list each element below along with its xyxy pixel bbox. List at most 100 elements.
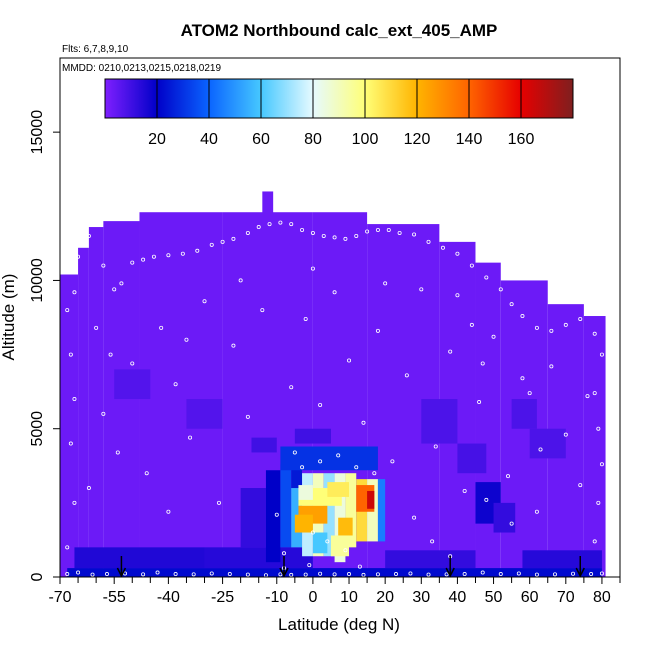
ground-arrows: [116, 556, 585, 578]
sample-point: [144, 471, 149, 476]
heatmap-cell: [327, 482, 350, 497]
heatmap-cell: [493, 502, 516, 533]
x-tick-label: 10: [340, 589, 358, 606]
x-tick-label: 0: [308, 589, 317, 606]
sample-point: [115, 450, 120, 455]
sample-point: [477, 400, 482, 405]
sample-point: [72, 397, 77, 402]
sample-point: [592, 539, 597, 544]
heatmap-cell: [280, 464, 292, 548]
y-axis-label: Altitude (m): [0, 274, 18, 361]
sample-point: [444, 572, 449, 577]
sample-point: [336, 453, 341, 458]
sample-point: [408, 571, 413, 576]
sample-point: [245, 414, 250, 419]
y-tick-label: 5000: [29, 411, 46, 447]
sample-point: [549, 364, 554, 369]
sample-point: [527, 391, 532, 396]
colorbar-tick-label: 160: [508, 131, 535, 148]
sample-point: [184, 337, 189, 342]
heatmap-cell: [265, 470, 281, 563]
sample-point: [202, 299, 207, 304]
x-tick-label: -25: [211, 589, 234, 606]
sample-point: [516, 571, 521, 576]
sample-point: [343, 236, 348, 241]
sample-point: [238, 278, 243, 283]
sample-point: [596, 426, 601, 431]
x-tick-label: 40: [449, 589, 467, 606]
sample-point: [310, 266, 315, 271]
plot-frame: [59, 57, 621, 578]
sample-point: [245, 230, 250, 235]
sample-point: [104, 572, 109, 577]
sample-point: [412, 232, 417, 237]
heatmap-cell: [522, 550, 602, 569]
sample-point: [321, 233, 326, 238]
heatmap-summit-cell: [262, 191, 274, 577]
heatmap-cell: [323, 473, 335, 557]
sample-point: [596, 500, 601, 505]
sample-point: [303, 316, 308, 321]
y-axis: 0 5000 10000 15000: [29, 110, 60, 581]
sample-point: [505, 474, 510, 479]
sample-point: [390, 459, 395, 464]
sample-point: [426, 572, 431, 577]
sample-point: [599, 462, 604, 467]
sample-point: [231, 236, 236, 241]
sample-point: [274, 512, 279, 517]
sample-point: [357, 564, 362, 569]
heatmap-cell: [511, 399, 537, 429]
sample-point: [372, 471, 377, 476]
sample-point: [498, 287, 503, 292]
heatmap-cell: [421, 399, 458, 444]
sample-point: [119, 281, 124, 286]
sample-point: [462, 488, 467, 493]
sample-point: [227, 572, 232, 577]
sample-point: [419, 287, 424, 292]
heatmap-cell: [74, 547, 205, 569]
sample-point: [332, 572, 337, 577]
sample-point: [166, 509, 171, 514]
sample-point: [332, 235, 337, 240]
heatmap-cell: [240, 488, 266, 548]
colorbar-tick-label: 100: [352, 131, 379, 148]
sample-point: [188, 435, 193, 440]
sample-point: [289, 222, 294, 227]
x-tick-label: 70: [557, 589, 575, 606]
heatmap-cell: [251, 437, 277, 453]
sample-point: [310, 230, 315, 235]
sample-point: [520, 376, 525, 381]
sample-point: [393, 572, 398, 577]
x-tick-label: -40: [157, 589, 180, 606]
sample-point: [430, 539, 435, 544]
sample-point: [361, 420, 366, 425]
sample-point: [412, 515, 417, 520]
sample-point: [509, 302, 514, 307]
sample-point: [534, 509, 539, 514]
sample-point: [68, 352, 73, 357]
x-tick-label: -10: [265, 589, 288, 606]
sample-point: [267, 222, 272, 227]
sample-point: [509, 521, 514, 526]
sample-point: [563, 322, 568, 327]
sample-point: [278, 572, 283, 577]
sample-point: [101, 411, 106, 416]
heatmap-cell: [529, 428, 566, 459]
ground-arrow-head: [445, 567, 455, 578]
sample-point: [343, 548, 348, 553]
sample-point: [354, 233, 359, 238]
x-tick-label: 20: [376, 589, 394, 606]
sample-point: [433, 444, 438, 449]
sample-point: [303, 572, 308, 577]
heatmap-cell: [294, 514, 313, 533]
sample-point: [307, 563, 312, 568]
heatmap-cell: [457, 443, 487, 474]
y-tick-label: 10000: [29, 258, 46, 303]
sample-point: [318, 571, 323, 576]
sample-point: [130, 260, 135, 265]
sample-point: [332, 290, 337, 295]
sample-point: [94, 325, 99, 330]
sample-point: [578, 316, 583, 321]
sample-point: [469, 322, 474, 327]
